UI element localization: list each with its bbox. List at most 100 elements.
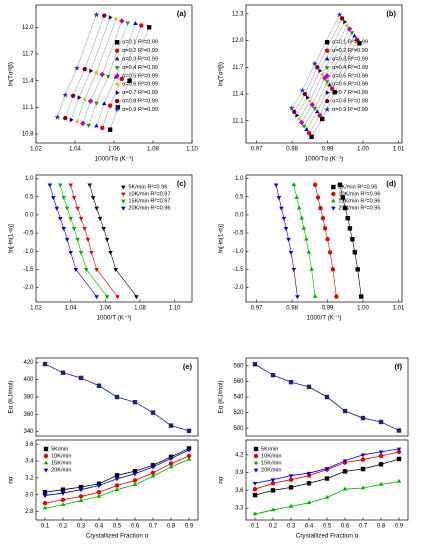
data-point <box>317 113 322 118</box>
data-point <box>186 456 192 461</box>
x-tick-label: 0.99 <box>322 147 334 153</box>
data-point <box>78 375 84 381</box>
data-point <box>83 268 89 272</box>
data-point <box>299 87 306 93</box>
data-point <box>288 503 294 508</box>
panel-label: (c) <box>177 179 187 188</box>
x-tick-label: 0.99 <box>322 306 334 312</box>
legend-label: 5K/min R²=0.96 <box>128 184 167 190</box>
legend-marker <box>253 460 259 465</box>
data-point <box>337 182 343 187</box>
x-tick-label: 0.4 <box>305 524 314 530</box>
data-point <box>132 478 138 483</box>
legend-label: 10K/min R²=0.96 <box>338 191 380 197</box>
legend-marker <box>115 90 120 95</box>
y-axis-label: ln[-ln(1-α)] <box>8 224 15 253</box>
legend-label: α=0.7 R²=0.99 <box>122 90 158 96</box>
fit-line <box>64 15 105 119</box>
data-point <box>133 21 138 26</box>
y-tick-label: 11.7 <box>232 65 244 71</box>
data-point <box>288 250 294 255</box>
y-tick-label: 500 <box>233 426 244 432</box>
data-point <box>336 11 343 18</box>
data-point <box>114 473 120 478</box>
legend-marker <box>114 56 120 61</box>
data-point <box>327 250 333 255</box>
data-point <box>252 492 258 498</box>
y-tick-label: 11.4 <box>232 92 244 98</box>
x-tick-label: 1.00 <box>357 147 369 153</box>
data-point <box>320 116 325 122</box>
data-point <box>252 486 258 492</box>
fit-line <box>70 17 111 120</box>
legend-label: α=0.9 R²=0.99 <box>332 107 368 113</box>
x-tick-label: 0.97 <box>251 147 263 153</box>
data-point <box>168 423 174 428</box>
data-point <box>42 361 48 367</box>
data-point <box>320 215 326 221</box>
data-point <box>89 68 94 74</box>
legend-marker <box>121 199 126 204</box>
data-point <box>101 13 107 18</box>
legend-marker <box>43 446 49 452</box>
data-point <box>60 487 66 492</box>
legend-label: 20K/min R²=0.95 <box>338 205 380 211</box>
y-tick-label: -1.0 <box>233 249 244 255</box>
data-point <box>378 481 384 486</box>
data-point <box>78 488 84 493</box>
data-point <box>82 227 87 231</box>
data-point <box>270 507 276 512</box>
y-tick-label: -0.5 <box>233 231 244 237</box>
data-point <box>90 196 96 201</box>
data-point <box>279 206 284 211</box>
data-point <box>108 250 113 255</box>
x-tick-label: 0.2 <box>59 524 68 530</box>
data-point <box>115 105 121 110</box>
data-point <box>168 461 174 466</box>
data-point <box>96 383 102 388</box>
x-tick-label: 0.1 <box>41 524 50 530</box>
data-point <box>312 106 318 111</box>
data-point <box>357 41 362 46</box>
fit-line <box>76 19 117 122</box>
y-tick-label: 580 <box>233 363 244 369</box>
x-tick-label: 1.04 <box>65 306 77 312</box>
data-point <box>322 226 328 231</box>
legend-label: α=0.1 R²=0.99 <box>332 40 368 46</box>
data-point <box>47 183 53 188</box>
panel-label: (e) <box>183 362 193 371</box>
data-point <box>101 227 106 231</box>
data-point <box>168 457 174 462</box>
legend-marker <box>121 192 126 197</box>
data-point <box>396 428 402 433</box>
data-point <box>89 250 94 255</box>
data-point <box>352 250 358 255</box>
y-tick-label: 400 <box>23 377 34 383</box>
data-point <box>342 408 348 414</box>
x-tick-label: 0.5 <box>113 524 122 530</box>
x-tick-label: 1.00 <box>357 306 369 312</box>
y-tick-label: 1.0 <box>235 176 244 182</box>
x-tick-label: 0.9 <box>185 524 194 530</box>
y-tick-label: 12.0 <box>232 38 244 44</box>
data-point <box>252 362 258 367</box>
data-point <box>314 65 320 70</box>
data-point <box>303 236 309 241</box>
y-tick-label: 420 <box>23 360 34 366</box>
data-point <box>51 196 56 201</box>
data-point <box>70 93 76 98</box>
data-point <box>340 195 345 200</box>
data-point <box>327 82 332 87</box>
y-tick-label: 540 <box>233 395 244 401</box>
data-point <box>132 400 138 405</box>
y-tick-label: 1.0 <box>25 176 34 182</box>
legend-marker <box>114 66 120 71</box>
data-point <box>324 476 330 481</box>
fit-line <box>275 184 298 297</box>
data-point <box>302 91 308 97</box>
legend-marker <box>324 106 331 112</box>
data-point <box>94 295 99 300</box>
data-point <box>396 449 402 455</box>
y-tick-label: 3.9 <box>235 470 244 476</box>
data-point <box>57 216 63 221</box>
